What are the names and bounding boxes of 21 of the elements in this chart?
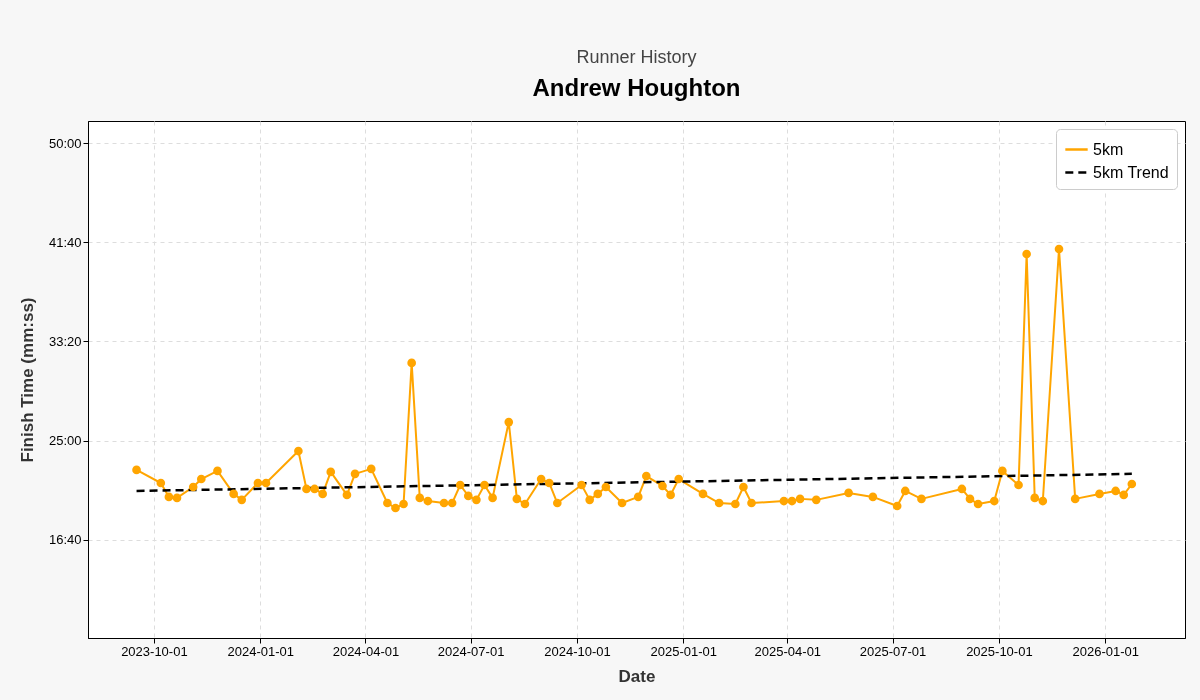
x-tick-label: 2025-04-01 (754, 643, 822, 659)
x-tick-label: 2024-07-01 (437, 643, 505, 659)
y-tick-label: 33:20 (48, 333, 82, 349)
x-axis-title: Date (618, 666, 656, 686)
x-tick-label: 2024-10-01 (544, 643, 611, 659)
x-tick-label: 2023-10-01 (121, 643, 188, 659)
y-tick-label: 50:00 (48, 135, 82, 151)
y-axis-title: Finish Time (mm:ss) (17, 297, 37, 463)
x-tick-label: 2025-07-01 (859, 643, 927, 659)
x-tick-label: 2024-01-01 (227, 643, 294, 659)
y-tick-label: 41:40 (48, 234, 82, 250)
x-tick-label: 2026-01-01 (1072, 643, 1139, 659)
y-tick-label: 16:40 (48, 532, 82, 548)
y-tick-label: 25:00 (48, 433, 82, 449)
chart-title: Andrew Houghton (532, 74, 741, 101)
legend-label: 5km (1093, 140, 1124, 158)
chart-subtitle: Runner History (576, 47, 697, 67)
x-tick-label: 2024-04-01 (332, 643, 400, 659)
x-tick-label: 2025-10-01 (966, 643, 1033, 659)
x-tick-label: 2025-01-01 (650, 643, 718, 659)
legend-label: 5km Trend (1093, 163, 1169, 181)
